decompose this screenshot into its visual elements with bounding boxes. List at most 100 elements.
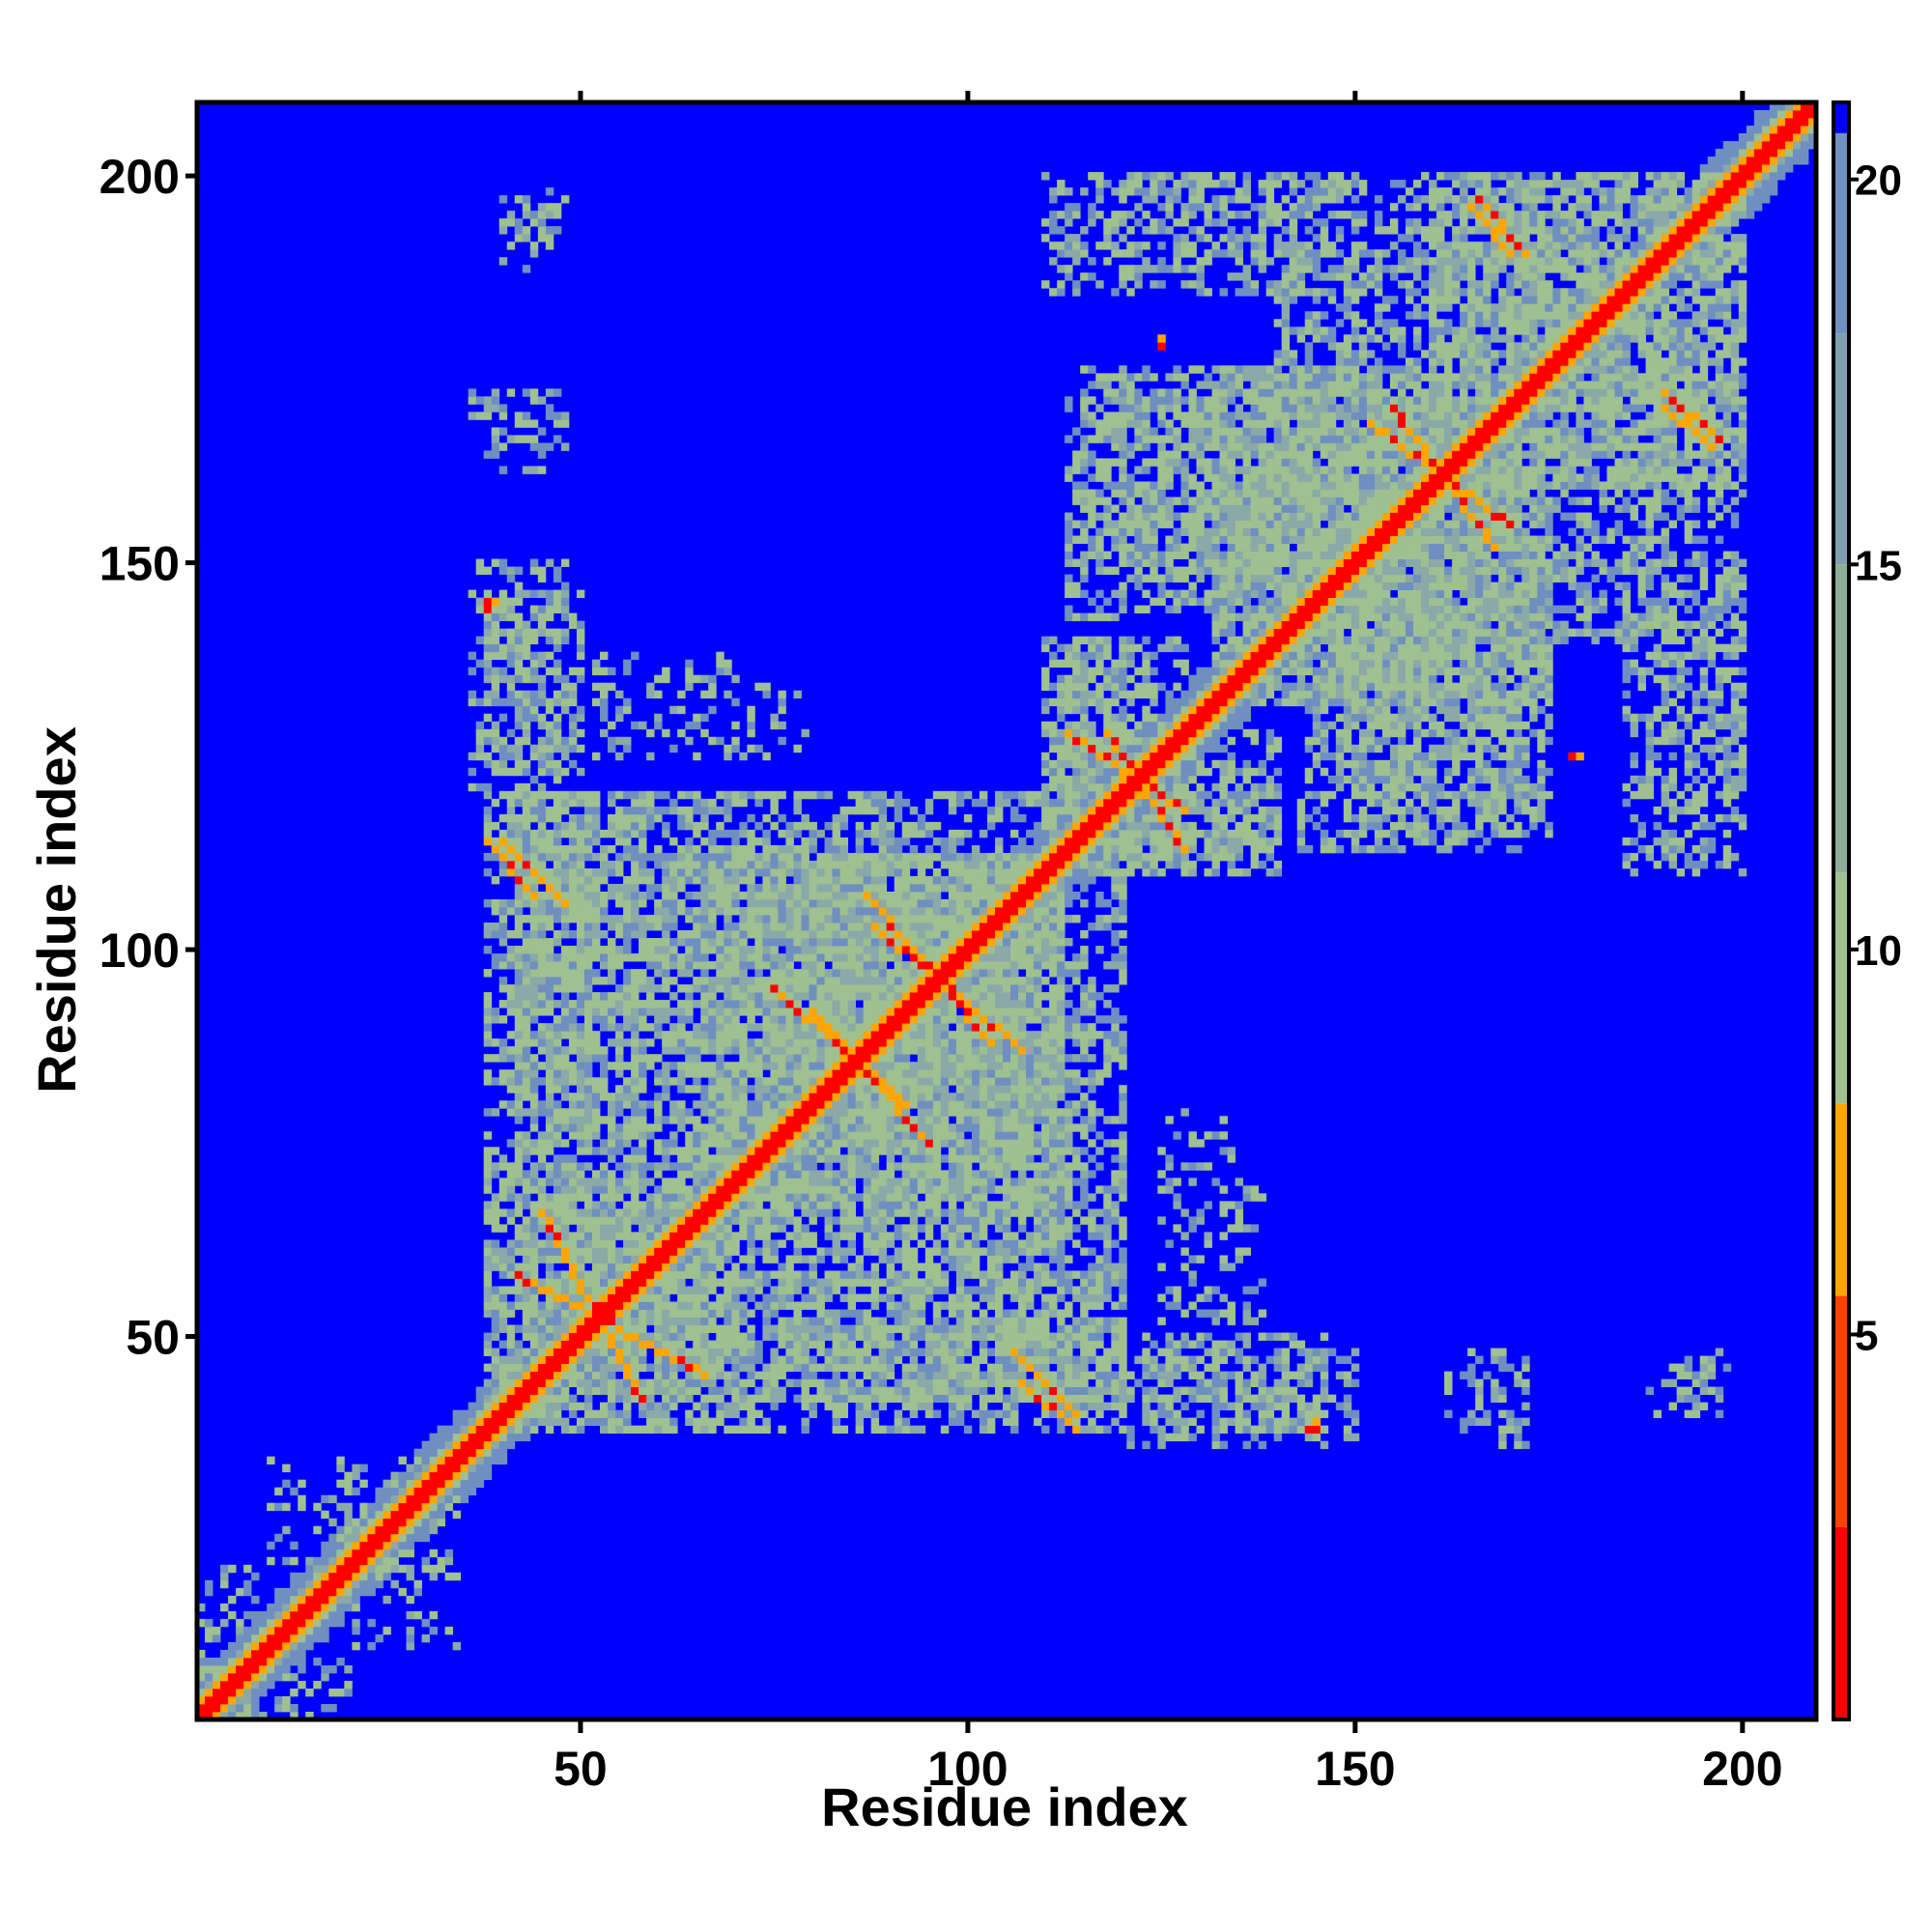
heatmap-cell — [576, 1185, 585, 1194]
heatmap-cell — [608, 1386, 616, 1395]
heatmap-cell — [631, 829, 639, 838]
heatmap-cell — [693, 1348, 701, 1356]
heatmap-cell — [576, 798, 585, 808]
heatmap-cell — [878, 837, 888, 846]
heatmap-cell — [498, 852, 508, 862]
heatmap-cell — [483, 867, 493, 877]
heatmap-cell — [894, 1278, 903, 1287]
heatmap-cell — [460, 1425, 469, 1435]
heatmap-cell — [429, 1510, 438, 1520]
heatmap-cell — [724, 1008, 732, 1016]
heatmap-cell — [506, 953, 516, 962]
heatmap-cell — [305, 1634, 314, 1643]
heatmap-cell — [522, 898, 531, 908]
heatmap-cell — [359, 1510, 368, 1520]
heatmap-cell — [583, 1085, 593, 1094]
heatmap-cell — [685, 1409, 694, 1419]
heatmap-cell — [600, 852, 609, 862]
heatmap-cell — [545, 875, 554, 885]
heatmap-cell — [576, 1293, 585, 1302]
heatmap-cell — [583, 1046, 593, 1055]
heatmap-cell — [754, 1409, 763, 1419]
heatmap-cell — [468, 752, 477, 761]
heatmap-cell — [437, 1494, 446, 1504]
heatmap-cell — [615, 1193, 624, 1202]
heatmap-cell — [639, 1154, 647, 1163]
heatmap-cell — [560, 1023, 570, 1032]
heatmap-cell — [560, 867, 570, 877]
heatmap-cell — [847, 1046, 857, 1055]
heatmap-cell — [716, 1417, 724, 1427]
heatmap-cell — [770, 1255, 779, 1264]
heatmap-cell — [553, 1394, 562, 1404]
heatmap-cell — [785, 1216, 794, 1225]
heatmap-cell — [801, 1170, 810, 1179]
heatmap-cell — [747, 728, 755, 738]
heatmap-cell — [770, 1093, 779, 1101]
heatmap-cell — [522, 667, 531, 676]
heatmap-cell — [568, 1332, 578, 1341]
heatmap-cell — [801, 1232, 810, 1240]
heatmap-cell — [623, 852, 632, 862]
heatmap-cell — [839, 1038, 849, 1047]
heatmap-cell — [545, 1170, 554, 1179]
heatmap-cell — [631, 930, 639, 939]
heatmap-cell — [654, 1340, 663, 1349]
heatmap-cell — [600, 705, 609, 715]
heatmap-cell — [770, 1085, 779, 1094]
heatmap-cell — [839, 1278, 849, 1287]
heatmap-cell — [553, 1054, 562, 1063]
heatmap-cell — [754, 1147, 763, 1155]
heatmap-cell — [901, 1162, 911, 1171]
heatmap-cell — [646, 915, 655, 923]
heatmap-cell — [863, 953, 872, 962]
heatmap-cell — [870, 992, 880, 1001]
heatmap-cell — [708, 705, 717, 715]
heatmap-cell — [809, 1270, 817, 1279]
heatmap-cell — [832, 1123, 840, 1132]
heatmap-cell — [483, 898, 493, 908]
heatmap-cell — [205, 1695, 213, 1705]
heatmap-cell — [298, 1603, 306, 1612]
heatmap-cell — [731, 969, 740, 978]
heatmap-cell — [778, 1108, 786, 1117]
heatmap-cell — [615, 1108, 624, 1117]
heatmap-cell — [909, 1015, 919, 1024]
heatmap-cell — [708, 1046, 717, 1055]
heatmap-cell — [847, 1123, 857, 1132]
heatmap-cell — [863, 1355, 872, 1364]
heatmap-cell — [870, 883, 880, 893]
heatmap-cell — [452, 1510, 462, 1520]
heatmap-cell — [801, 1093, 810, 1101]
heatmap-cell — [739, 1363, 748, 1372]
heatmap-cell — [529, 1232, 539, 1240]
heatmap-cell — [708, 852, 717, 862]
heatmap-cell — [724, 1371, 732, 1379]
heatmap-cell — [545, 984, 554, 993]
heatmap-cell — [693, 1154, 701, 1163]
heatmap-cell — [522, 1170, 531, 1179]
heatmap-cell — [576, 1386, 585, 1395]
heatmap-cell — [855, 1255, 865, 1264]
heatmap-cell — [583, 1123, 593, 1132]
heatmap-cell — [754, 915, 763, 923]
heatmap-cell — [894, 992, 903, 1001]
heatmap-cell — [708, 1201, 717, 1209]
heatmap-cell — [529, 898, 539, 908]
heatmap-cell — [514, 1008, 524, 1016]
heatmap-cell — [243, 1641, 252, 1651]
heatmap-cell — [553, 915, 562, 923]
heatmap-cell — [529, 659, 539, 668]
heatmap-cell — [917, 1363, 926, 1372]
heatmap-cell — [654, 907, 663, 916]
heatmap-cell — [506, 1301, 516, 1310]
heatmap-cell — [498, 1270, 508, 1279]
heatmap-cell — [724, 829, 732, 838]
heatmap-cell — [452, 1641, 462, 1651]
heatmap-cell — [855, 1293, 865, 1302]
heatmap-cell — [886, 1309, 895, 1318]
heatmap-cell — [654, 1293, 663, 1302]
heatmap-cell — [739, 1077, 748, 1086]
heatmap-cell — [677, 1178, 686, 1186]
heatmap-cell — [506, 821, 516, 831]
